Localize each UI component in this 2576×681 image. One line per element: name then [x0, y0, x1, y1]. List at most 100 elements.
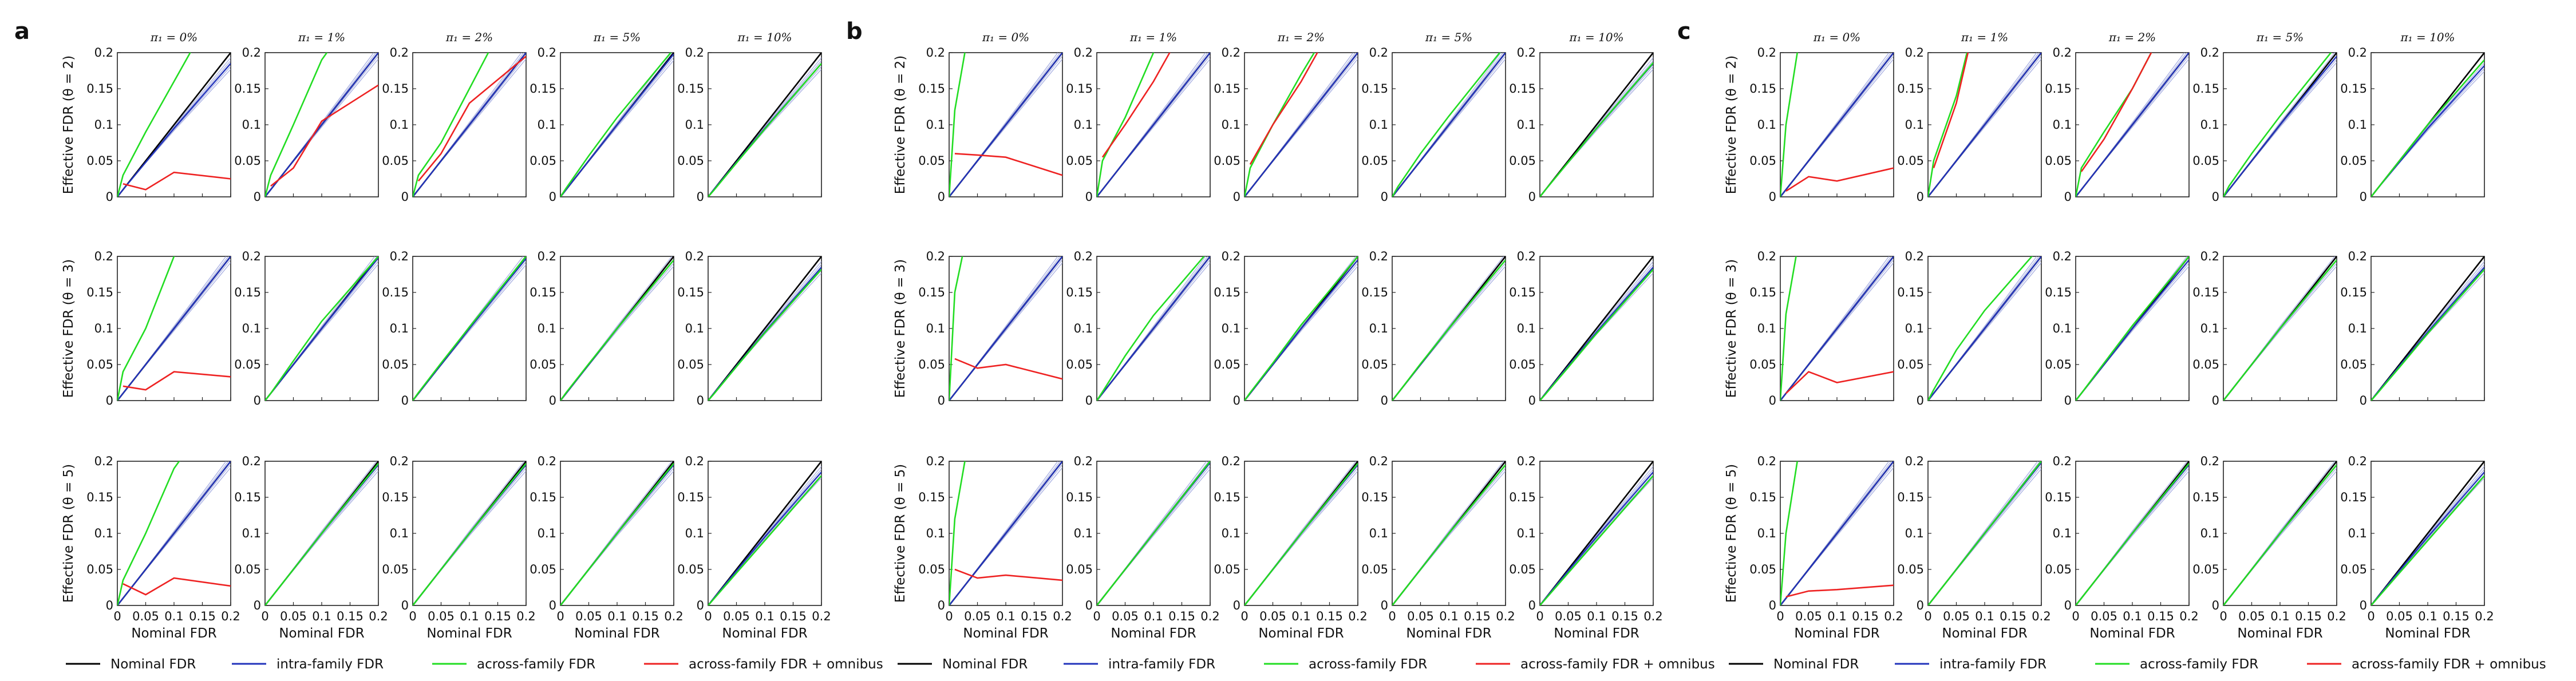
y-tick-label: 0.15: [918, 286, 945, 299]
y-tick-label: 0: [2360, 190, 2367, 204]
y-tick-label: 0.2: [538, 46, 556, 60]
y-tick-label: 0.2: [2200, 250, 2219, 263]
y-tick-label: 0: [697, 190, 704, 204]
y-tick-label: 0: [106, 394, 113, 407]
y-tick-label: 0.1: [1074, 118, 1093, 132]
x-tick-label: 0: [1536, 609, 1543, 623]
y-tick-label: 0.15: [382, 286, 409, 299]
y-tick-label: 0.2: [94, 250, 113, 263]
intra-family-fdr-line: [117, 63, 231, 197]
y-tick-label: 0.05: [677, 358, 704, 371]
series-group: [560, 256, 674, 401]
series-group: [2076, 256, 2189, 401]
y-tick-label: 0: [2064, 394, 2072, 407]
y-tick-label: 0: [697, 599, 704, 612]
y-tick-label: 0.2: [926, 250, 945, 263]
y-tick-label: 0: [401, 394, 409, 407]
y-tick-label: 0.05: [2340, 154, 2367, 168]
y-tick-label: 0.05: [2045, 154, 2072, 168]
y-tick-label: 0: [2360, 394, 2367, 407]
across-family-omnibus-line: [123, 171, 231, 191]
y-tick-label: 0.15: [1897, 490, 1924, 504]
across-family-omnibus-line: [1249, 53, 1318, 165]
y-tick-label: 0.2: [94, 46, 113, 60]
y-tick-label: 0.05: [1749, 154, 1776, 168]
y-tick-label: 0: [2212, 599, 2219, 612]
y-tick-label: 0.2: [94, 454, 113, 468]
y-tick-label: 0.15: [1509, 82, 1536, 96]
x-tick-label: 0.1: [1439, 609, 1458, 623]
across-family-fdr-line: [560, 259, 674, 401]
y-tick-label: 0.15: [1361, 286, 1388, 299]
across-family-fdr-line: [117, 461, 180, 605]
across-family-fdr-line: [1780, 256, 1797, 401]
x-tick-label: 0.15: [2295, 609, 2322, 623]
x-tick-label: 0.05: [1259, 609, 1286, 623]
x-axis-label: Nominal FDR: [1111, 626, 1196, 641]
y-tick-label: 0: [1085, 599, 1093, 612]
y-tick-label: 0: [1528, 599, 1536, 612]
series-group: [560, 53, 674, 197]
y-axis-label: Effective FDR (θ = 2): [61, 56, 76, 194]
legend-item-across: across-family FDR: [432, 657, 595, 672]
intra-family-fdr-line: [265, 53, 378, 197]
legend-label: Nominal FDR: [110, 657, 196, 672]
legend-label: across-family FDR + omnibus: [2352, 657, 2546, 672]
legend-label: Nominal FDR: [1773, 657, 1859, 672]
subplot-a-r2-c2: 0 0.05 0.1 0.15 0.2 0 0.05 0.1 0.15 0.2 Nominal FD…: [382, 454, 535, 641]
y-tick-label: 0.1: [685, 322, 704, 335]
x-tick-label: 0.15: [632, 609, 659, 623]
y-tick-label: 0: [697, 394, 704, 407]
x-tick-label: 0.15: [1464, 609, 1491, 623]
x-axis-label: Nominal FDR: [963, 626, 1048, 641]
intra-family-fdr-line: [1780, 53, 1894, 197]
y-tick-label: 0: [1917, 394, 1924, 407]
y-tick-label: 0.1: [94, 118, 113, 132]
x-tick-label: 0.1: [607, 609, 626, 623]
column-title: π₁ = 0%: [150, 30, 197, 44]
series-group: [1540, 461, 1653, 605]
x-tick-label: 0.05: [1795, 609, 1822, 623]
subplot-a-r0-c2: 0 0.05 0.1 0.15 0.2: [382, 46, 527, 204]
y-tick-label: 0: [1233, 599, 1240, 612]
subplot-b-r1-c4: 0 0.05 0.1 0.15 0.2: [1509, 250, 1654, 407]
series-group: [2223, 461, 2337, 605]
legend-item-nominal: Nominal FDR: [66, 657, 196, 672]
subplot-c-r1-c3: 0 0.05 0.1 0.15 0.2: [2192, 250, 2337, 407]
x-axis-label: Nominal FDR: [722, 626, 807, 641]
y-tick-label: 0.15: [1749, 82, 1776, 96]
y-tick-label: 0: [938, 394, 945, 407]
legend-label: intra-family FDR: [276, 657, 384, 672]
y-tick-label: 0.15: [530, 490, 556, 504]
column-title: π₁ = 2%: [2108, 30, 2156, 44]
y-tick-label: 0.2: [2200, 454, 2219, 468]
y-tick-label: 0.05: [1897, 358, 1924, 371]
x-tick-label: 0.1: [460, 609, 479, 623]
y-tick-label: 0.05: [1361, 563, 1388, 576]
subplot-a-r0-c4: 0 0.05 0.1 0.15 0.2: [677, 46, 822, 204]
y-tick-label: 0.1: [242, 118, 261, 132]
subplot-c-r0-c4: 0 0.05 0.1 0.15 0.2: [2340, 46, 2485, 204]
column-title: π₁ = 10%: [2400, 30, 2455, 44]
subplot-b-r2-c1: 0 0.05 0.1 0.15 0.2 0 0.05 0.1 0.15 0.2 Nominal FD…: [1066, 454, 1219, 641]
subplot-b-r2-c0: 0 0.05 0.1 0.15 0.2 0 0.05 0.1 0.15 0.2 Nominal FD…: [918, 454, 1072, 641]
y-tick-label: 0.1: [390, 118, 409, 132]
y-tick-label: 0.15: [382, 490, 409, 504]
across-family-omnibus-line: [954, 358, 1062, 380]
y-tick-label: 0.05: [2192, 154, 2219, 168]
across-family-omnibus-line: [2080, 53, 2152, 172]
y-tick-label: 0.2: [1222, 454, 1240, 468]
y-tick-label: 0.1: [1369, 322, 1388, 335]
y-tick-label: 0: [2064, 190, 2072, 204]
y-tick-label: 0.15: [1066, 286, 1093, 299]
y-tick-label: 0.2: [1074, 46, 1093, 60]
x-tick-label: 0: [113, 609, 121, 623]
series-group: [949, 461, 1062, 605]
subplot-b-r1-c1: 0 0.05 0.1 0.15 0.2: [1066, 250, 1211, 407]
series-group: [265, 53, 378, 197]
across-family-fdr-line: [1928, 256, 2033, 401]
intra-family-fdr-line: [1928, 256, 2041, 401]
y-tick-label: 0.1: [1905, 118, 1924, 132]
series-group: [117, 53, 231, 197]
